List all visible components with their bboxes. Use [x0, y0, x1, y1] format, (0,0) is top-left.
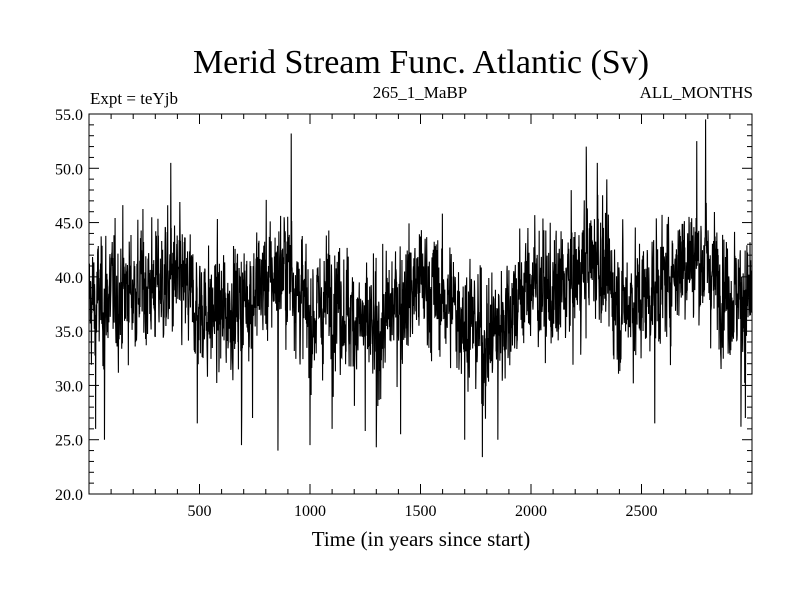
y-tick-label: 55.0	[55, 107, 83, 124]
y-tick-label: 50.0	[55, 161, 83, 178]
y-tick-label: 45.0	[55, 216, 83, 233]
y-tick-label: 30.0	[55, 378, 83, 395]
chart-subtitle-left: Expt = teYjb	[90, 89, 178, 108]
y-tick-label: 25.0	[55, 433, 83, 450]
x-tick-label: 2000	[515, 503, 547, 520]
x-tick-label: 1000	[294, 503, 326, 520]
x-tick-label: 2500	[626, 503, 658, 520]
axes: 20.0 25.0 30.0 35.0 40.0 45.0 50.0 55.0 500 1000 1…	[55, 107, 753, 520]
chart-subtitle-center: 265_1_MaBP	[373, 83, 467, 102]
y-tick-label: 20.0	[55, 487, 83, 504]
chart-title: Merid Stream Func. Atlantic (Sv)	[193, 44, 649, 81]
y-tick-label: 35.0	[55, 324, 83, 341]
chart-subtitle-right: ALL_MONTHS	[640, 83, 753, 102]
x-axis-label: Time (in years since start)	[312, 527, 531, 551]
series-line	[88, 119, 753, 458]
x-tick-label: 1500	[405, 503, 437, 520]
plot-lines	[88, 119, 753, 458]
y-tick-label: 40.0	[55, 270, 83, 287]
x-tick-label: 500	[188, 503, 212, 520]
